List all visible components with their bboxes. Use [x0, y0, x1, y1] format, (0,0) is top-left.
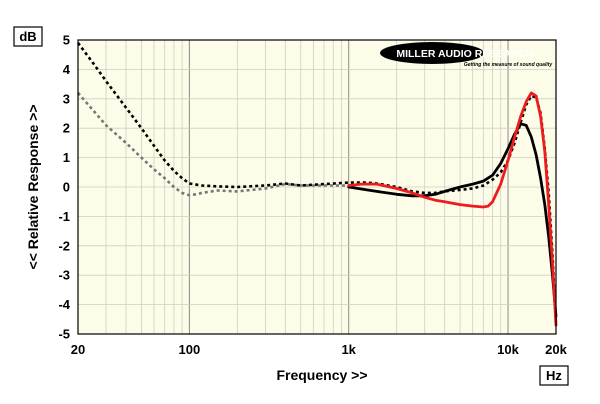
- y-tick-label: 1: [63, 150, 70, 165]
- series-layer: [76, 42, 558, 327]
- y-tick-label: 3: [63, 91, 70, 106]
- series-line-3: [347, 122, 558, 318]
- y-tick-label: -5: [58, 327, 70, 342]
- series-line-4: [347, 91, 558, 327]
- y-tick-label: -1: [58, 209, 70, 224]
- y-axis-title: << Relative Response >>: [25, 105, 41, 270]
- y-tick-labels: 5 4 3 2 1 0 -1 -2 -3 -4 -5: [58, 33, 70, 342]
- y-tick-label: 2: [63, 121, 70, 136]
- x-axis-title: Frequency >>: [276, 367, 367, 383]
- plot-frame: [77, 39, 557, 335]
- series-line-1: [77, 92, 349, 197]
- miller-audio-research-logo: MILLER AUDIO RESEARCH Getting the measur…: [380, 42, 552, 68]
- logo-ellipse: [380, 42, 484, 64]
- logo-name: MILLER AUDIO RESEARCH: [396, 48, 533, 60]
- x-tick-labels: 20 100 1k 10k 20k: [71, 342, 568, 357]
- y-tick-label: -3: [58, 268, 70, 283]
- grid-lines: [78, 40, 556, 334]
- x-unit-label: Hz: [546, 368, 562, 383]
- y-tick-label: -2: [58, 238, 70, 253]
- x-tick-label: 10k: [497, 342, 519, 357]
- y-tick-label: 4: [63, 62, 71, 77]
- x-unit-box: [539, 365, 569, 386]
- y-unit-label: dB: [19, 29, 36, 44]
- x-tick-label: 20: [71, 342, 85, 357]
- x-tick-label: 100: [179, 342, 201, 357]
- y-tick-label: -4: [58, 297, 70, 312]
- logo-tagline: Getting the measure of sound quality: [464, 62, 553, 68]
- y-tick-label: 0: [63, 180, 70, 195]
- y-unit-box: [13, 26, 43, 47]
- y-tick-label: 5: [63, 33, 70, 48]
- x-tick-label: 1k: [341, 342, 356, 357]
- x-tick-label: 20k: [545, 342, 567, 357]
